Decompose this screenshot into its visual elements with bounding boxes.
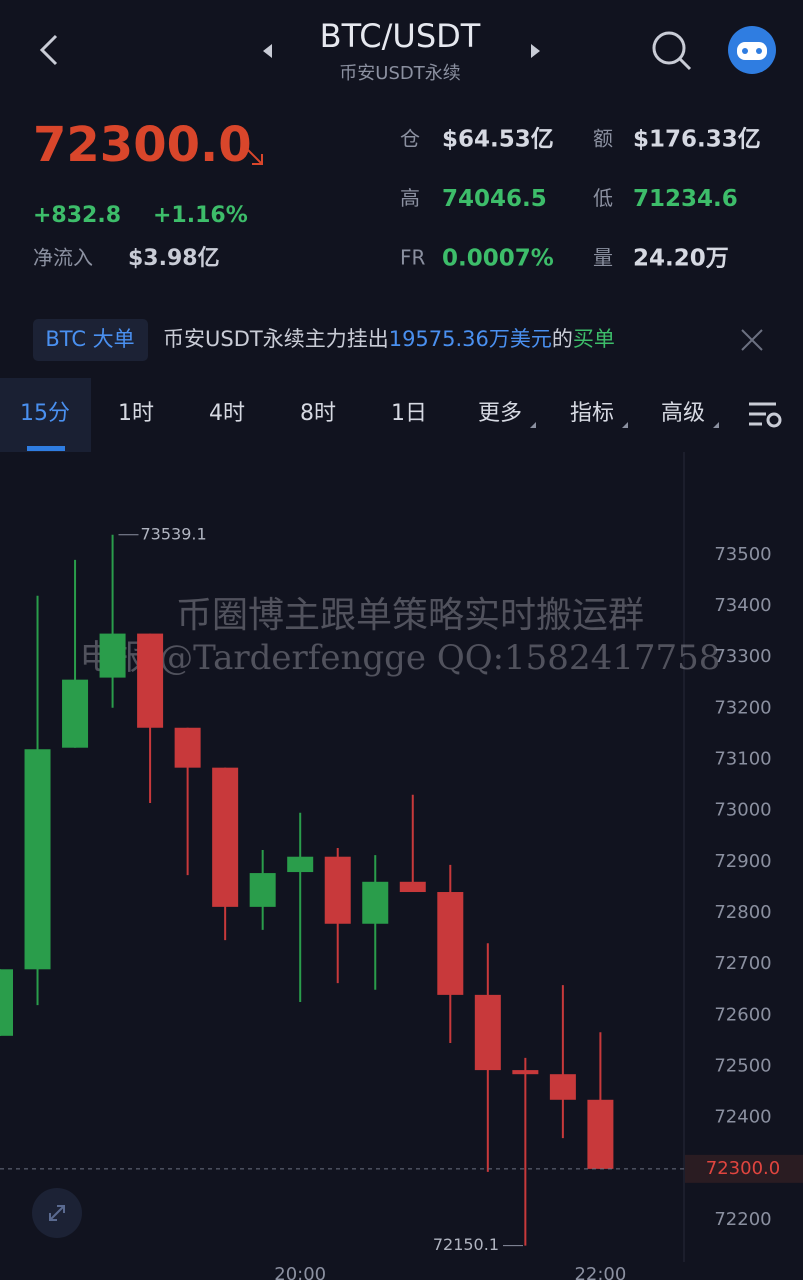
stat-value: $176.33亿 (633, 127, 761, 153)
stat-value: 24.20万 (633, 246, 729, 272)
timeframe-tab[interactable]: 4时 (209, 401, 245, 426)
banner-amount: 19575.36万美元 (389, 327, 552, 351)
candle-body (137, 633, 164, 728)
price-change: +832.8 (33, 203, 121, 228)
y-tick-label: 72500 (714, 1056, 771, 1077)
current-price-label: 72300.0 (706, 1158, 780, 1179)
y-tick-label: 73200 (714, 697, 771, 718)
stat-label: 额 (593, 127, 613, 151)
stat-value: $64.53亿 (442, 127, 554, 153)
last-price: 72300.0 (33, 117, 252, 173)
timeframe-tab[interactable]: 8时 (300, 401, 336, 426)
dropdown-caret (713, 422, 719, 428)
expand-button[interactable] (32, 1188, 82, 1238)
tab-indicator (27, 446, 65, 451)
down-arrow (247, 149, 263, 165)
tab-selected-bg (0, 378, 91, 452)
y-tick-label: 73300 (714, 646, 771, 667)
y-tick-label: 72700 (714, 953, 771, 974)
timeframe-tab[interactable]: 1日 (391, 401, 427, 426)
stat-value: 74046.5 (442, 186, 547, 212)
candle-body (512, 1070, 539, 1075)
x-tick-label: 20:00 (274, 1264, 326, 1280)
stat-label: 高 (400, 186, 420, 210)
dropdown-caret (622, 422, 628, 428)
y-tick-label: 73500 (714, 544, 771, 565)
candle-body (437, 892, 464, 995)
symbol-title: BTC/USDT (320, 17, 481, 55)
y-tick-label: 72800 (714, 902, 771, 923)
y-tick-label: 72400 (714, 1107, 771, 1128)
prev-symbol[interactable] (263, 44, 272, 58)
candle-body (0, 969, 13, 1036)
candle-body (62, 679, 89, 748)
search-icon[interactable] (652, 31, 692, 71)
banner-mid: 的 (552, 327, 573, 351)
candle-body (99, 633, 126, 678)
y-tick-label: 72600 (714, 1004, 771, 1025)
timeframe-tab[interactable]: 高级 (661, 401, 705, 426)
candle-body (212, 767, 239, 907)
banner-tag-bg (33, 319, 148, 361)
banner-side: 买单 (573, 327, 615, 351)
banner-text: 币安USDT永续主力挂出19575.36万美元的买单 (163, 327, 615, 351)
back-button[interactable] (39, 34, 58, 66)
stat-label: FR (400, 246, 426, 270)
candle-body (362, 881, 389, 924)
candle-body (174, 727, 201, 768)
stat-value: 0.0007% (442, 246, 554, 272)
y-tick-label: 73000 (714, 800, 771, 821)
settings-icon[interactable] (749, 402, 782, 428)
candle-body (249, 873, 276, 907)
watermark: 币圈博主跟单策略实时搬运群 (176, 595, 644, 636)
stat-label: 量 (593, 246, 613, 270)
current-price-bg (685, 1154, 803, 1183)
price-change-pct: +1.16% (153, 203, 248, 228)
stat-value: 71234.6 (633, 186, 738, 212)
dropdown-caret (530, 422, 536, 428)
candle-body (324, 856, 351, 924)
stat-label: 仓 (400, 127, 420, 151)
y-tick-label: 72200 (714, 1209, 771, 1230)
y-tick-label: 73100 (714, 748, 771, 769)
banner-text-main: 币安USDT永续主力挂出 (163, 327, 389, 351)
high-label: 73539.1 (141, 524, 207, 543)
candle-body (549, 1074, 576, 1100)
timeframe-tab[interactable]: 指标 (570, 401, 614, 426)
y-tick-label: 72900 (714, 851, 771, 872)
banner-tag: BTC 大单 (45, 327, 134, 351)
net-inflow-label: 净流入 (33, 246, 93, 270)
low-label: 72150.1 (433, 1235, 499, 1254)
timeframe-tab[interactable]: 15分 (20, 401, 70, 426)
watermark: 电报:@Tarderfengge QQ:1582417758 (80, 638, 721, 678)
y-tick-label: 73400 (714, 595, 771, 616)
symbol-subtitle: 币安USDT永续 (339, 63, 460, 84)
timeframe-tab[interactable]: 更多 (478, 401, 522, 426)
banner-close[interactable] (741, 329, 763, 351)
candle-body (474, 994, 501, 1071)
candle-body (287, 856, 314, 873)
avatar[interactable] (728, 26, 776, 74)
timeframe-tab[interactable]: 1时 (118, 401, 154, 426)
x-tick-label: 22:00 (574, 1264, 626, 1280)
candle-body (399, 881, 426, 893)
next-symbol[interactable] (531, 44, 540, 58)
net-inflow: $3.98亿 (128, 246, 220, 271)
stat-label: 低 (593, 186, 613, 210)
candle-body (587, 1099, 614, 1169)
candle-body (24, 749, 51, 970)
